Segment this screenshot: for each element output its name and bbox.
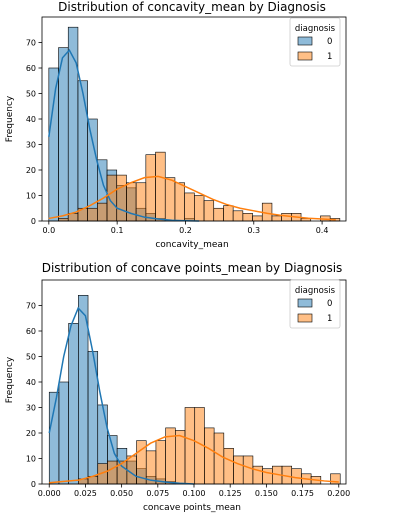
histogram-bar — [68, 323, 79, 485]
histogram-bar — [58, 47, 69, 222]
y-tick-label: 10 — [26, 192, 36, 201]
x-axis-label: concave points_mean — [143, 503, 241, 513]
x-tick-label: 0.150 — [255, 489, 278, 498]
histogram-bar — [97, 202, 108, 222]
x-tick-label: 0.3 — [247, 226, 260, 235]
x-tick-label: 0.125 — [219, 489, 242, 498]
kde-line-1 — [49, 434, 339, 484]
legend-label-1: 1 — [327, 52, 332, 62]
x-tick-label: 0.025 — [74, 489, 97, 498]
legend: diagnosis 0 1 — [289, 17, 341, 67]
y-tick-label: 50 — [26, 90, 36, 99]
legend-label-0: 0 — [327, 37, 332, 47]
x-tick-label: 0.2 — [179, 226, 192, 235]
legend: diagnosis 0 1 — [289, 279, 341, 329]
x-tick-label: 0.1 — [111, 226, 124, 235]
histogram-bar — [48, 67, 59, 222]
chart-panel-concavity: Distribution of concavity_mean by Diagno… — [5, 0, 347, 250]
legend-swatch-0 — [297, 298, 313, 308]
histogram-bar — [262, 468, 273, 485]
histogram-bar — [242, 213, 253, 222]
x-axis-label: concavity_mean — [155, 240, 228, 250]
y-tick-label: 50 — [26, 353, 36, 362]
histogram-bar — [194, 195, 205, 222]
histogram-bar — [77, 80, 88, 222]
histogram-bar — [204, 427, 215, 485]
y-tick-label: 30 — [26, 404, 36, 413]
legend-label-1: 1 — [327, 314, 332, 324]
histogram-bar — [281, 213, 292, 222]
chart-panel-concave-points: Distribution of concave points_mean by D… — [5, 261, 350, 513]
legend-title: diagnosis — [295, 24, 336, 34]
histogram-bar — [126, 182, 137, 222]
histogram-bar — [223, 205, 234, 222]
x-tick-label: 0.175 — [291, 489, 314, 498]
legend-title: diagnosis — [295, 286, 336, 296]
histogram-bar — [184, 407, 196, 485]
histogram-bar — [107, 460, 118, 485]
histogram-bar — [213, 207, 224, 222]
y-axis-label: Frequency — [5, 95, 15, 142]
histogram-bar — [203, 200, 215, 222]
x-tick-label: 0.050 — [110, 489, 133, 498]
y-tick-label: 30 — [26, 141, 36, 150]
x-tick-label: 0.100 — [183, 489, 206, 498]
histogram-bar — [155, 440, 166, 485]
histogram-bar — [145, 154, 156, 222]
histogram-bar — [164, 177, 176, 222]
kde-line-1 — [48, 175, 336, 221]
histogram-bar — [116, 174, 127, 222]
legend-label-0: 0 — [327, 299, 332, 309]
histogram-bar — [155, 151, 166, 222]
kde-line-0 — [48, 306, 195, 485]
x-tick-label: 0.0 — [42, 226, 55, 235]
kde-line-0 — [48, 48, 200, 222]
y-tick-label: 60 — [26, 327, 36, 336]
histogram-bar — [271, 215, 282, 222]
y-tick-label: 20 — [26, 429, 36, 438]
y-tick-label: 40 — [26, 115, 36, 124]
y-tick-label: 20 — [26, 166, 36, 175]
histogram-bar — [232, 210, 244, 222]
y-tick-label: 60 — [26, 64, 36, 73]
y-tick-label: 70 — [26, 302, 36, 311]
histogram-bar — [87, 207, 98, 222]
histogram-bar — [58, 381, 69, 485]
legend-swatch-1 — [297, 313, 313, 323]
histogram-bar — [213, 432, 225, 485]
histogram-bar — [291, 468, 302, 485]
y-tick-label: 40 — [26, 378, 36, 387]
histogram-bar — [223, 447, 234, 485]
histogram-bar — [174, 182, 185, 222]
y-tick-label: 0 — [31, 217, 36, 226]
x-tick-label: 0.4 — [316, 226, 329, 235]
histogram-bar — [233, 455, 244, 485]
y-axis-label: Frequency — [5, 356, 15, 403]
y-tick-label: 0 — [31, 480, 36, 489]
x-tick-label: 0.200 — [327, 489, 350, 498]
y-tick-label: 70 — [26, 39, 36, 48]
histogram-bar — [252, 215, 263, 222]
chart-title: Distribution of concave points_mean by D… — [42, 261, 343, 275]
histogram-bar — [175, 430, 186, 485]
x-tick-label: 0.000 — [38, 489, 61, 498]
legend-swatch-0 — [297, 36, 313, 46]
y-tick-label: 10 — [26, 455, 36, 464]
legend-swatch-1 — [297, 51, 313, 61]
histogram-bar — [242, 455, 254, 485]
x-tick-label: 0.075 — [146, 489, 169, 498]
histogram-bar — [184, 192, 195, 222]
plot-area: 0.000 0.025 0.050 0.075 0.100 0.125 0.150 0.175… — [26, 279, 350, 498]
chart-title: Distribution of concavity_mean by Diagno… — [58, 0, 326, 14]
